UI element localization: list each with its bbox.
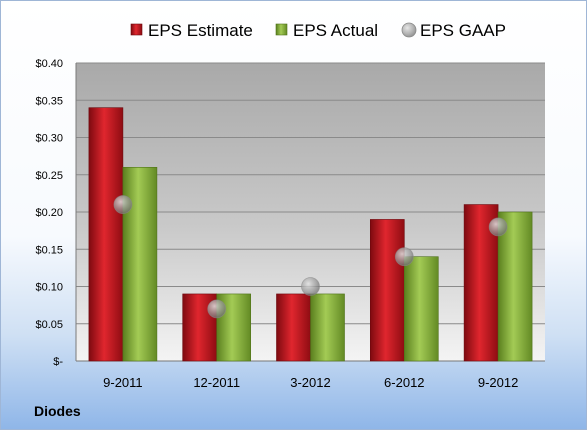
x-tick-label: 9-2012: [478, 375, 518, 390]
legend-swatch: [130, 23, 143, 36]
y-tick-label: $0.10: [35, 282, 63, 294]
legend-eps-estimate: EPS Estimate: [130, 21, 253, 40]
eps-gaap-marker: [301, 277, 320, 296]
company-label: Diodes: [34, 403, 81, 419]
legend: EPS Estimate EPS Actual EPS GAAP: [130, 21, 506, 40]
y-tick-label: $-: [53, 356, 63, 368]
eps-gaap-marker: [488, 217, 508, 237]
x-tick-label: 9-2011: [103, 375, 143, 390]
eps-gaap-marker: [394, 247, 414, 267]
eps-actual-bar: [403, 256, 439, 362]
x-tick-label: 3-2012: [290, 375, 330, 390]
eps-estimate-bar: [369, 219, 405, 362]
y-tick-label: $0.20: [35, 207, 63, 219]
y-tick-label: $0.15: [35, 244, 63, 256]
legend-eps-gaap: EPS GAAP: [401, 21, 506, 40]
y-axis-tick-labels: $0.40 $0.35 $0.30 $0.25 $0.20 $0.15 $0.10 $0.05…: [35, 58, 63, 368]
eps-gaap-marker: [207, 299, 227, 319]
y-tick-label: $0.25: [35, 170, 63, 182]
eps-actual-bar: [310, 293, 345, 362]
legend-eps-actual: EPS Actual: [275, 21, 378, 40]
x-tick-label: 6-2012: [384, 375, 424, 390]
y-tick-label: $0.35: [35, 95, 63, 107]
legend-label: EPS Estimate: [148, 21, 253, 40]
legend-swatch: [401, 22, 417, 38]
x-axis-tick-labels: 9-2011 12-2011 3-2012 6-2012 9-2012: [103, 375, 518, 390]
gaap-markers: [113, 195, 508, 319]
y-tick-label: $0.30: [35, 133, 63, 145]
legend-label: EPS Actual: [293, 21, 378, 40]
legend-swatch: [275, 23, 288, 36]
eps-estimate-bar: [276, 293, 311, 362]
eps-gaap-marker: [113, 195, 133, 214]
legend-label: EPS GAAP: [420, 21, 506, 40]
eps-actual-bar: [122, 167, 158, 362]
x-tick-label: 12-2011: [193, 375, 240, 390]
eps-estimate-bar: [88, 107, 124, 362]
y-tick-label: $0.40: [35, 58, 63, 70]
eps-actual-bar: [497, 211, 533, 362]
y-tick-label: $0.05: [35, 319, 63, 331]
